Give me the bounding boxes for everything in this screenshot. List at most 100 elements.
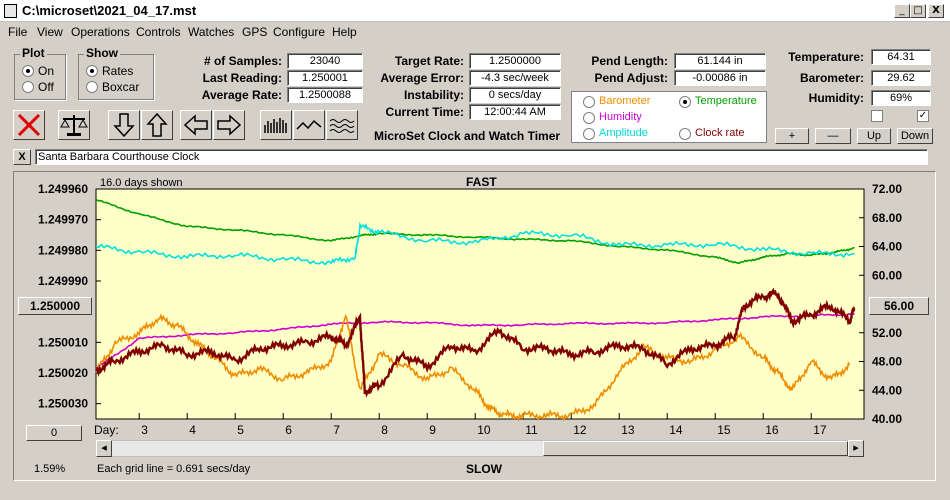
app-caption: MicroSet Clock and Watch Timer bbox=[374, 129, 561, 143]
y-right-tick-label: 52.00 bbox=[872, 326, 902, 340]
window-title: C:\microset\2021_04_17.mst bbox=[22, 3, 197, 18]
scroll-right-button[interactable]: ▸ bbox=[848, 440, 864, 457]
x-tick-label: 3 bbox=[141, 423, 148, 437]
samples-label: # of Samples: bbox=[203, 54, 282, 68]
menu-gps[interactable]: GPS bbox=[242, 25, 268, 39]
series-select-group bbox=[571, 91, 767, 143]
y-left-tick-label: 1.249970 bbox=[38, 213, 88, 227]
x-tick-label: 8 bbox=[381, 423, 388, 437]
line-view-button[interactable] bbox=[293, 110, 325, 140]
up-arrow-button[interactable] bbox=[141, 110, 173, 140]
scale-up-button[interactable]: Up bbox=[857, 128, 891, 144]
menu-controls[interactable]: Controls bbox=[136, 25, 181, 39]
right-arrow-button[interactable] bbox=[213, 110, 245, 140]
samples-field: 23040 bbox=[287, 53, 363, 69]
left-center-button[interactable]: 1.250000 bbox=[18, 297, 92, 315]
plot-group-title: Plot bbox=[20, 46, 47, 60]
plot-on-radio[interactable] bbox=[22, 65, 34, 77]
plot-off-radio[interactable] bbox=[22, 81, 34, 93]
up-arrow-icon bbox=[146, 112, 168, 137]
target-rate-field[interactable]: 1.2500000 bbox=[469, 53, 561, 69]
clock-rate-label: Clock rate bbox=[695, 127, 745, 139]
average-error-field: -4.3 sec/week bbox=[469, 70, 561, 86]
line-graph-icon bbox=[296, 119, 322, 130]
close-button[interactable]: X bbox=[928, 4, 944, 18]
title-bar bbox=[0, 0, 950, 22]
y-right-tick-label: 64.00 bbox=[872, 240, 902, 254]
last-reading-field: 1.250001 bbox=[287, 70, 363, 86]
right-center-button[interactable]: 56.00 bbox=[869, 297, 929, 315]
y-left-tick-label: 1.249980 bbox=[38, 243, 88, 257]
pend-adjust-label: Pend Adjust: bbox=[594, 71, 668, 85]
scale-down-button[interactable]: Down bbox=[897, 128, 933, 144]
app-icon[interactable] bbox=[4, 4, 17, 18]
barometer-env-field: 29.62 bbox=[871, 70, 931, 86]
menu-configure[interactable]: Configure bbox=[273, 25, 326, 39]
plot-area bbox=[95, 188, 865, 420]
instability-field: 0 secs/day bbox=[469, 87, 561, 103]
right-arrow-icon bbox=[217, 114, 242, 136]
x-tick-label: 5 bbox=[237, 423, 244, 437]
humidity-env-label: Humidity: bbox=[808, 91, 864, 105]
last-reading-label: Last Reading: bbox=[202, 71, 282, 85]
current-time-label: Current Time: bbox=[385, 105, 464, 119]
x-tick-label: 7 bbox=[333, 423, 340, 437]
menu-help[interactable]: Help bbox=[332, 25, 357, 39]
menu-file[interactable]: File bbox=[8, 25, 28, 39]
pend-length-field[interactable]: 61.144 in bbox=[674, 53, 766, 69]
left-checkbox[interactable] bbox=[871, 110, 883, 122]
y-left-tick-label: 1.250010 bbox=[38, 335, 88, 349]
down-arrow-icon bbox=[113, 113, 135, 138]
x-tick-label: 10 bbox=[477, 423, 491, 437]
humidity-radio[interactable] bbox=[583, 112, 595, 124]
clear-name-button[interactable]: X bbox=[13, 149, 31, 165]
y-left-tick-label: 1.250020 bbox=[38, 366, 88, 380]
show-rates-radio[interactable] bbox=[86, 65, 98, 77]
scroll-left-button[interactable]: ◂ bbox=[96, 440, 112, 457]
wave-view-button[interactable] bbox=[326, 110, 358, 140]
bars-view-button[interactable] bbox=[260, 110, 292, 140]
series-line-temperature bbox=[95, 199, 855, 265]
plot-on-label: On bbox=[38, 64, 55, 78]
clock-rate-radio[interactable] bbox=[679, 128, 691, 140]
clock-name-field[interactable]: Santa Barbara Courthouse Clock bbox=[35, 149, 928, 165]
right-checkbox[interactable]: ✓ bbox=[917, 110, 929, 122]
menu-view[interactable]: View bbox=[37, 25, 63, 39]
y-left-tick-label: 1.249960 bbox=[38, 182, 88, 196]
x-tick-label: 4 bbox=[189, 423, 196, 437]
amplitude-label: Amplitude bbox=[599, 127, 648, 139]
scale-plus-button[interactable]: + bbox=[775, 128, 809, 144]
zero-button[interactable]: 0 bbox=[26, 425, 82, 441]
minimize-button[interactable]: _ bbox=[894, 4, 910, 18]
x-tick-label: 9 bbox=[429, 423, 436, 437]
show-group-title: Show bbox=[84, 46, 120, 60]
average-error-label: Average Error: bbox=[380, 71, 464, 85]
temperature-env-label: Temperature: bbox=[788, 50, 864, 64]
menu-operations[interactable]: Operations bbox=[71, 25, 130, 39]
restore-button[interactable]: □ bbox=[910, 4, 926, 18]
balance-button[interactable] bbox=[58, 110, 90, 140]
y-right-tick-label: 44.00 bbox=[872, 383, 902, 397]
pend-length-label: Pend Length: bbox=[591, 54, 668, 68]
show-boxcar-label: Boxcar bbox=[102, 80, 140, 94]
left-arrow-button[interactable] bbox=[180, 110, 212, 140]
show-boxcar-radio[interactable] bbox=[86, 81, 98, 93]
barometer-radio[interactable] bbox=[583, 96, 595, 108]
slow-label: SLOW bbox=[466, 462, 502, 476]
amplitude-radio[interactable] bbox=[583, 128, 595, 140]
temperature-radio[interactable] bbox=[679, 96, 691, 108]
grid-line-footer: Each grid line = 0.691 secs/day bbox=[97, 463, 251, 475]
plot-off-label: Off bbox=[38, 80, 54, 94]
red-x-icon bbox=[17, 113, 41, 137]
average-rate-label: Average Rate: bbox=[201, 88, 282, 102]
stop-button[interactable] bbox=[13, 110, 45, 140]
down-arrow-button[interactable] bbox=[108, 110, 140, 140]
scroll-thumb[interactable] bbox=[543, 441, 848, 456]
scale-minus-button[interactable]: — bbox=[815, 128, 851, 144]
x-tick-label: 11 bbox=[525, 423, 538, 437]
y-right-tick-label: 60.00 bbox=[872, 268, 902, 282]
scale-balance-icon bbox=[60, 115, 88, 136]
humidity-label: Humidity bbox=[599, 111, 642, 123]
menu-watches[interactable]: Watches bbox=[188, 25, 235, 39]
